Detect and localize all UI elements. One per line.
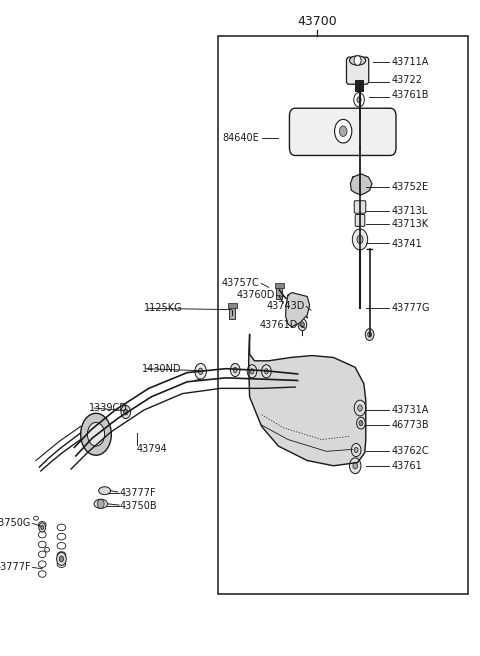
Text: 1339CD: 1339CD — [89, 403, 128, 413]
FancyBboxPatch shape — [347, 57, 369, 84]
Circle shape — [57, 552, 66, 565]
Circle shape — [264, 369, 268, 374]
Ellipse shape — [94, 499, 108, 508]
Bar — [228, 303, 237, 308]
Circle shape — [354, 400, 366, 416]
Circle shape — [357, 417, 365, 429]
Circle shape — [124, 409, 128, 415]
Circle shape — [339, 126, 347, 136]
Circle shape — [60, 556, 63, 562]
Ellipse shape — [34, 516, 38, 520]
Circle shape — [357, 179, 365, 191]
Circle shape — [41, 525, 44, 529]
Circle shape — [294, 304, 301, 315]
Circle shape — [296, 307, 300, 312]
Text: 43761D: 43761D — [259, 319, 298, 330]
Bar — [229, 307, 235, 319]
Text: 43713L: 43713L — [391, 206, 428, 216]
Circle shape — [233, 367, 237, 373]
Bar — [276, 287, 282, 299]
Text: 43750B: 43750B — [120, 501, 157, 512]
Text: 43777F: 43777F — [120, 488, 156, 499]
Text: 43722: 43722 — [391, 75, 422, 85]
Circle shape — [87, 422, 105, 446]
Text: 43761B: 43761B — [391, 90, 429, 100]
Text: 43760D: 43760D — [236, 290, 275, 300]
Text: 43777G: 43777G — [391, 303, 430, 314]
Circle shape — [352, 229, 368, 250]
Text: 43762C: 43762C — [391, 445, 429, 456]
Polygon shape — [286, 293, 310, 327]
Circle shape — [195, 363, 206, 379]
Bar — [218, 36, 468, 594]
Text: 43752E: 43752E — [391, 182, 428, 192]
Bar — [275, 283, 284, 288]
Circle shape — [357, 236, 363, 243]
Polygon shape — [249, 335, 366, 466]
Circle shape — [298, 319, 307, 331]
Circle shape — [368, 332, 372, 337]
Circle shape — [365, 329, 374, 340]
FancyBboxPatch shape — [289, 108, 396, 155]
Text: 43757C: 43757C — [221, 278, 259, 289]
Circle shape — [247, 365, 257, 378]
Text: 43741: 43741 — [391, 239, 422, 249]
Bar — [355, 80, 363, 91]
Circle shape — [354, 56, 361, 65]
Polygon shape — [350, 174, 372, 195]
Text: 46773B: 46773B — [391, 420, 429, 430]
Ellipse shape — [98, 487, 110, 495]
Text: 43731A: 43731A — [391, 405, 429, 415]
Circle shape — [250, 369, 254, 374]
Circle shape — [359, 182, 363, 188]
Circle shape — [359, 420, 363, 426]
Text: 43743D: 43743D — [266, 301, 305, 312]
Circle shape — [335, 119, 352, 143]
FancyBboxPatch shape — [355, 215, 365, 226]
Text: 43750G: 43750G — [0, 518, 31, 529]
Circle shape — [349, 458, 361, 474]
Circle shape — [198, 368, 203, 375]
Circle shape — [300, 322, 304, 327]
Text: 43700: 43700 — [297, 14, 336, 28]
Circle shape — [354, 92, 364, 107]
Text: 84640E: 84640E — [222, 133, 259, 143]
Circle shape — [230, 363, 240, 377]
Circle shape — [357, 97, 361, 102]
Circle shape — [262, 365, 271, 378]
Circle shape — [81, 413, 111, 455]
Text: 43777F: 43777F — [0, 562, 31, 573]
Text: 43711A: 43711A — [391, 57, 429, 68]
Circle shape — [351, 443, 361, 457]
Circle shape — [121, 405, 131, 419]
Circle shape — [354, 447, 358, 453]
Circle shape — [353, 462, 358, 469]
Text: 43761: 43761 — [391, 461, 422, 471]
Ellipse shape — [349, 56, 366, 65]
Text: 1125KG: 1125KG — [144, 303, 182, 314]
Text: 1430ND: 1430ND — [142, 363, 181, 374]
FancyBboxPatch shape — [354, 201, 366, 213]
Text: 43713K: 43713K — [391, 219, 428, 230]
Circle shape — [39, 523, 46, 532]
Ellipse shape — [45, 547, 49, 552]
Circle shape — [97, 499, 104, 508]
Text: 43794: 43794 — [137, 444, 168, 455]
Circle shape — [358, 405, 362, 411]
